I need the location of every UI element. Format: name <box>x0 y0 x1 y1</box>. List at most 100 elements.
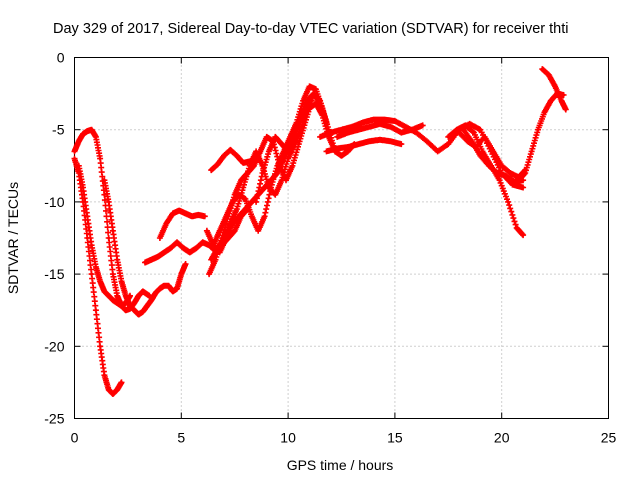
data-point <box>164 222 168 226</box>
y-tick-label: -20 <box>44 338 64 354</box>
data-point <box>111 229 115 233</box>
data-point <box>177 209 181 213</box>
data-point <box>209 168 213 172</box>
data-point <box>540 67 544 71</box>
data-point <box>466 139 470 143</box>
data-point <box>94 308 98 312</box>
data-point <box>171 289 175 293</box>
data-point <box>254 200 258 204</box>
data-point <box>252 164 256 168</box>
data-point <box>90 128 94 132</box>
series-arc-16 <box>445 122 527 239</box>
data-point <box>115 301 119 305</box>
x-axis-label: GPS time / hours <box>287 457 394 473</box>
data-point <box>288 135 292 139</box>
data-point <box>286 157 290 161</box>
data-point <box>284 178 288 182</box>
data-point <box>211 243 215 247</box>
data-point <box>235 207 239 211</box>
data-point <box>196 213 200 217</box>
data-point <box>480 149 484 153</box>
data-point <box>523 171 527 175</box>
data-point <box>495 171 499 175</box>
data-point <box>357 142 361 146</box>
y-tick-label: 0 <box>57 50 65 66</box>
data-point <box>506 200 510 204</box>
data-point <box>393 119 397 123</box>
data-point <box>517 178 521 182</box>
data-point <box>188 250 192 254</box>
y-tick-label: -15 <box>44 266 64 282</box>
data-point <box>562 93 566 97</box>
data-point <box>564 107 568 111</box>
data-point <box>280 178 284 182</box>
data-point <box>549 99 553 103</box>
data-point <box>85 214 89 218</box>
series-arc-12 <box>253 90 330 205</box>
data-point <box>325 120 329 124</box>
data-point <box>273 135 277 139</box>
data-point <box>293 135 297 139</box>
data-point <box>389 125 393 129</box>
data-point <box>209 258 213 262</box>
data-point <box>233 193 237 197</box>
data-point <box>258 149 262 153</box>
x-tick-label: 25 <box>601 430 617 446</box>
data-point <box>124 294 128 298</box>
data-point <box>254 157 258 161</box>
data-point <box>190 214 194 218</box>
data-point <box>273 193 277 197</box>
data-point <box>94 265 98 269</box>
data-point <box>325 149 329 153</box>
data-point <box>263 185 267 189</box>
series-arc-14 <box>334 120 426 140</box>
data-point <box>414 131 418 135</box>
data-point <box>90 272 94 276</box>
data-point <box>483 135 487 139</box>
data-point <box>463 123 467 127</box>
data-point <box>335 135 339 139</box>
data-point <box>553 84 557 88</box>
data-point <box>372 118 376 122</box>
data-point <box>399 142 403 146</box>
data-point <box>166 284 170 288</box>
data-point <box>297 142 301 146</box>
data-point <box>175 240 179 244</box>
data-point <box>340 154 343 158</box>
data-point <box>378 122 382 126</box>
chart-title: Day 329 of 2017, Sidereal Day-to-day VTE… <box>53 21 569 37</box>
data-point <box>478 128 482 132</box>
data-point <box>267 185 271 189</box>
data-point <box>115 388 119 392</box>
x-tick-label: 20 <box>494 430 510 446</box>
data-point <box>235 154 239 158</box>
data-point <box>158 287 162 291</box>
y-axis-label: SDTVAR / TECUs <box>5 182 21 294</box>
data-point <box>346 145 350 149</box>
x-tick-label: 0 <box>71 430 79 446</box>
data-point <box>201 240 205 244</box>
data-point <box>542 110 546 114</box>
data-point <box>179 272 183 276</box>
data-point <box>256 229 260 233</box>
data-point <box>102 373 106 377</box>
data-point <box>404 125 408 129</box>
x-tick-label: 15 <box>387 430 403 446</box>
data-point <box>361 120 365 124</box>
data-point <box>468 122 472 126</box>
data-point <box>181 246 185 250</box>
data-point <box>149 298 153 302</box>
data-point <box>241 161 245 165</box>
data-point <box>102 289 106 293</box>
data-point <box>521 185 525 189</box>
series-markers <box>208 90 330 263</box>
data-point <box>278 164 282 168</box>
data-point <box>536 128 540 132</box>
data-point <box>107 388 111 392</box>
data-point <box>145 304 149 308</box>
data-point <box>521 233 525 237</box>
series-arc-9 <box>208 90 330 263</box>
series-arc-6 <box>156 207 208 241</box>
data-point <box>367 125 371 129</box>
data-point <box>303 120 307 124</box>
